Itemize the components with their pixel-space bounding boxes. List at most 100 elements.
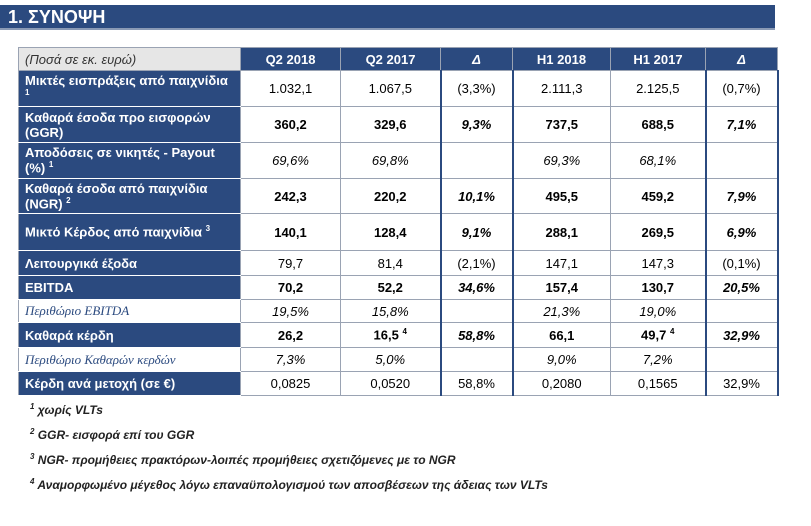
table-cell: 0,0825 (240, 371, 341, 396)
label-note: 2 (66, 195, 71, 205)
header-row: (Ποσά σε εκ. ευρώ) Q2 2018 Q2 2017 Δ H1 2018… (18, 47, 778, 71)
footnote-mark: 1 (30, 402, 35, 411)
label-text: Καθαρά έσοδα προ εισφορών (GGR) (25, 109, 211, 140)
table-cell (439, 347, 514, 372)
table-cell (439, 299, 514, 323)
table-row: Περιθώριο EBITDA 19,5% 15,8% 21,3% 19,0% (18, 299, 779, 323)
table-cell: 688,5 (610, 106, 706, 143)
table-row: Περιθώριο Καθαρών κερδών 7,3% 5,0% 9,0% 7,2% (18, 347, 779, 372)
table-cell: 7,3% (240, 347, 341, 372)
label-text: Καθαρά έσοδα από παιχνίδια (NGR) (25, 180, 208, 212)
cell-value: 58,8% (458, 327, 495, 343)
table-cell: 58,8% (439, 322, 514, 348)
label-text: Περιθώριο Καθαρών κερδών (25, 351, 176, 367)
table-cell: 0,1565 (610, 371, 706, 396)
table-cell: 16,5 4 (340, 322, 441, 348)
column-header: H1 2018 (512, 47, 611, 71)
cell-value: 32,9% (723, 376, 760, 391)
cell-value: 329,6 (373, 117, 407, 132)
label-text: Μικτό Κέρδος από παιχνίδια (25, 224, 203, 240)
column-header: H1 2017 (610, 47, 706, 71)
cell-value: 147,3 (641, 255, 675, 271)
label-note: 3 (205, 224, 211, 234)
table-row: Καθαρά κέρδη 26,2 16,5 4 58,8% 66,1 49,7 4 32,… (18, 322, 779, 348)
cell-value: 81,4 (377, 255, 403, 271)
footnote: 2 GGR- εισφορά επί του GGR (30, 427, 548, 452)
cell-value: 52,2 (377, 280, 403, 295)
cell-value: 147,1 (545, 255, 579, 271)
cell-value: 0,0520 (370, 376, 411, 391)
column-header: Δ (705, 47, 778, 71)
cell-value: 9,1% (461, 224, 492, 240)
column-header: Δ (440, 47, 513, 71)
label-note: 1 (48, 160, 54, 170)
cell-value: 34,6% (458, 280, 495, 295)
section-title: 1. ΣΥΝΟΨΗ (0, 5, 775, 30)
table-cell: 19,0% (610, 299, 706, 323)
table-cell (439, 142, 514, 179)
cell-value: 0,0825 (270, 376, 311, 391)
cell-value: 737,5 (545, 117, 579, 132)
cell-value: (0,1%) (722, 255, 761, 271)
cell-value: 7,3% (275, 352, 306, 367)
table-cell: 26,2 (240, 322, 341, 348)
cell-value: 69,8% (371, 153, 409, 168)
column-header: Q2 2017 (340, 47, 441, 71)
label-text: Μικτές εισπράξεις από παιχνίδια (25, 73, 228, 89)
table-cell: 329,6 (340, 106, 441, 143)
cell-value: 15,8% (371, 303, 409, 319)
cell-value: (2,1%) (457, 255, 496, 271)
cell-value: 495,5 (545, 188, 579, 204)
table-cell: 2.111,3 (512, 70, 611, 107)
table-cell: 269,5 (610, 213, 706, 251)
row-label: Κέρδη ανά μετοχή (σε €) (18, 371, 241, 396)
cell-value: 9,3% (461, 117, 492, 132)
table-row: Μικτές εισπράξεις από παιχνίδια 1 1.032,1… (18, 70, 779, 107)
table-cell: 68,1% (610, 142, 706, 179)
cell-value: 10,1% (458, 188, 495, 204)
cell-value: 0,1565 (637, 376, 678, 391)
row-label: Μικτό Κέρδος από παιχνίδια 3 (18, 213, 241, 251)
table-cell: 157,4 (512, 275, 611, 300)
row-label: EBITDA (18, 275, 241, 300)
table-cell: 49,7 4 (610, 322, 706, 348)
table-cell: 128,4 (340, 213, 441, 251)
footnote-text: GGR- εισφορά επί του GGR (37, 428, 195, 442)
cell-value: 19,5% (272, 303, 309, 319)
table-cell: 34,6% (439, 275, 514, 300)
cell-value: 2.111,3 (541, 81, 583, 96)
label-text: Περιθώριο EBITDA (25, 303, 130, 318)
table-cell: 81,4 (340, 250, 441, 276)
cell-value: 269,5 (641, 224, 675, 240)
footnote-text: NGR- προμήθειες πρακτόρων-λοιπές προμήθε… (37, 453, 456, 467)
row-label: Μικτές εισπράξεις από παιχνίδια 1 (18, 70, 241, 107)
table-cell: 9,3% (439, 106, 514, 143)
table-cell (704, 347, 779, 372)
cell-value: 70,2 (277, 280, 304, 295)
table-cell: 21,3% (512, 299, 611, 323)
cell-value: 69,6% (272, 153, 309, 168)
footnote-mark: 3 (30, 452, 35, 461)
footnote-mark: 2 (30, 427, 35, 436)
cell-value: (0,7%) (722, 81, 761, 96)
row-label: Αποδόσεις σε νικητές - Payout (%) 1 (18, 142, 241, 179)
cell-value: 2.125,5 (636, 81, 680, 96)
row-label: Περιθώριο Καθαρών κερδών (18, 347, 241, 372)
cell-value: 288,1 (545, 224, 579, 240)
table-cell: 69,6% (240, 142, 341, 179)
row-label: Καθαρά έσοδα από παιχνίδια (NGR) 2 (18, 178, 241, 214)
table-cell: 147,3 (610, 250, 706, 276)
table-cell: 10,1% (439, 178, 514, 214)
table-cell: 140,1 (240, 213, 341, 251)
cell-value: 79,7 (277, 255, 304, 271)
column-header: Q2 2018 (240, 47, 341, 71)
table-cell: 19,5% (240, 299, 341, 323)
table-cell: 9,0% (512, 347, 611, 372)
table-cell: 0,2080 (512, 371, 611, 396)
table-cell: 7,9% (704, 178, 779, 214)
cell-value: 21,3% (543, 303, 581, 319)
footnote-mark: 4 (30, 477, 35, 486)
table-cell: 7,1% (704, 106, 779, 143)
table-row: Λειτουργικά έξοδα 79,7 81,4 (2,1%) 147,1 147,… (18, 250, 779, 276)
row-label: Καθαρά έσοδα προ εισφορών (GGR) (18, 106, 241, 143)
